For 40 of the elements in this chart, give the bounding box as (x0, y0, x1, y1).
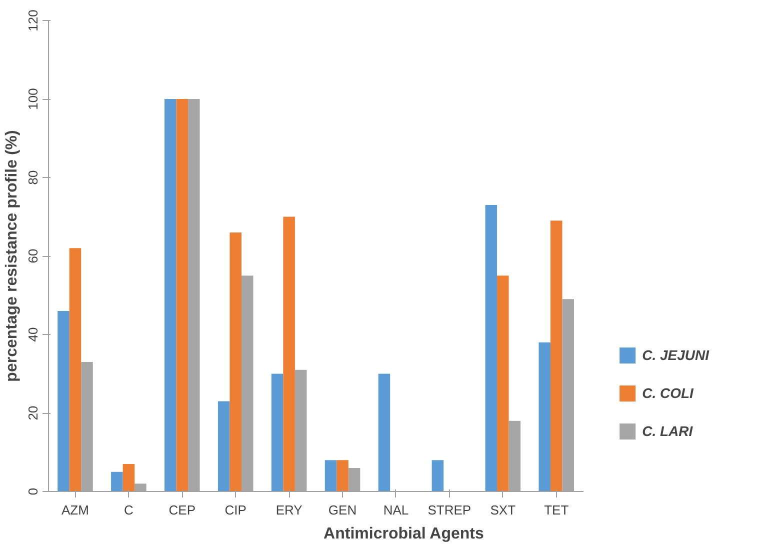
bar (336, 460, 348, 492)
y-tick-label: 120 (26, 10, 40, 32)
y-tick-label: 80 (26, 170, 40, 185)
bar (271, 374, 284, 492)
bar (164, 99, 176, 492)
x-tick-label: TET (544, 502, 569, 518)
y-tick-label: 40 (26, 327, 40, 342)
x-tick-label: C (124, 502, 134, 518)
x-tick-label: CEP (168, 502, 196, 518)
x-tick-label: AZM (62, 502, 89, 518)
x-tick-label: NAL (383, 502, 409, 518)
bar (485, 204, 498, 492)
bar (69, 248, 82, 492)
x-tick-label: STREP (428, 502, 472, 518)
bar (550, 220, 562, 492)
legend-label: C. JEJUNI (642, 347, 709, 363)
x-tick-label: CIP (224, 502, 246, 518)
bar (378, 374, 390, 492)
y-tick-label: 100 (26, 88, 40, 110)
x-tick-label: SXT (490, 502, 516, 518)
bar (122, 464, 135, 492)
bar (58, 310, 70, 492)
x-axis-title: Antimicrobial Agents (324, 526, 484, 542)
bar (497, 276, 509, 492)
bar (218, 401, 230, 492)
y-tick-label: 20 (26, 406, 40, 420)
y-axis-title: percentage resistance profile (%) (4, 130, 20, 382)
bar (283, 216, 295, 492)
x-tick-label: GEN (328, 502, 357, 518)
bar (324, 460, 337, 492)
legend-label: C. LARI (642, 423, 693, 439)
bar (432, 460, 444, 492)
y-tick-label: 60 (26, 248, 40, 264)
x-tick-label: ERY (276, 502, 303, 518)
bar (230, 232, 242, 492)
y-tick-label: 0 (26, 488, 40, 496)
legend-label: C. COLI (642, 385, 694, 401)
bar (176, 99, 188, 492)
bar (111, 472, 123, 492)
bar (538, 342, 550, 492)
